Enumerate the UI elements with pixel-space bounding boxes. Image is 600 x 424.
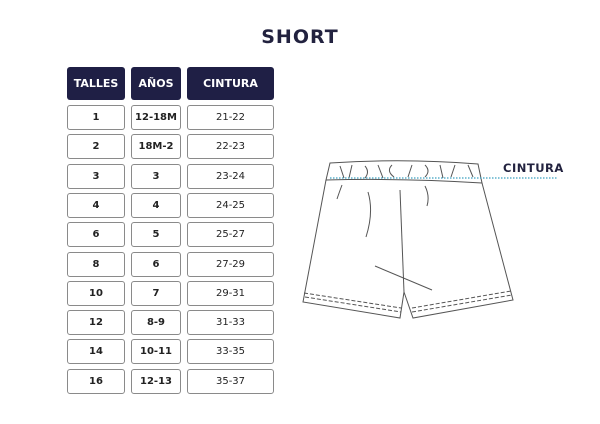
center-seam — [399, 189, 405, 293]
table-cell-cintura: 31-33 — [187, 310, 274, 336]
table-cell-cintura: 27-29 — [187, 251, 274, 277]
table-cell-talle: 3 — [67, 163, 125, 189]
table-cell-anos: 8-9 — [131, 310, 181, 336]
table-cell-anos: 10-11 — [131, 339, 181, 365]
table-cell-anos: 7 — [131, 280, 181, 306]
table-cell-anos: 18M-2 — [131, 134, 181, 160]
table-cell-talle: 6 — [67, 222, 125, 248]
table-cell-cintura: 22-23 — [187, 134, 274, 160]
table-cell-talle: 8 — [67, 251, 125, 277]
table-cell-talle: 4 — [67, 192, 125, 218]
table-cell-cintura: 29-31 — [187, 280, 274, 306]
table-cell-anos: 12-18M — [131, 105, 181, 130]
table-cell-talle: 14 — [67, 339, 125, 365]
table-cell-talle: 12 — [67, 310, 125, 336]
waist-label: CINTURA — [503, 161, 564, 175]
table-cell-anos: 6 — [131, 251, 181, 277]
table-cell-talle: 2 — [67, 134, 125, 160]
table-cell-anos: 12-13 — [131, 368, 181, 394]
table-cell-talle: 1 — [67, 105, 125, 130]
table-cell-anos: 5 — [131, 222, 181, 248]
table-cell-anos: 4 — [131, 192, 181, 218]
table-cell-talle: 10 — [67, 280, 125, 306]
column-header: AÑOS — [131, 67, 181, 100]
table-cell-cintura: 21-22 — [187, 105, 274, 130]
table-cell-cintura: 33-35 — [187, 339, 274, 365]
table-cell-cintura: 35-37 — [187, 368, 274, 394]
table-cell-anos: 3 — [131, 163, 181, 189]
page-title: SHORT — [261, 26, 339, 48]
column-header: CINTURA — [187, 67, 274, 100]
table-cell-cintura: 25-27 — [187, 222, 274, 248]
table-cell-cintura: 23-24 — [187, 163, 274, 189]
table-cell-talle: 16 — [67, 368, 125, 394]
table-cell-cintura: 24-25 — [187, 192, 274, 218]
column-header: TALLES — [67, 67, 125, 100]
waistband — [325, 160, 483, 184]
